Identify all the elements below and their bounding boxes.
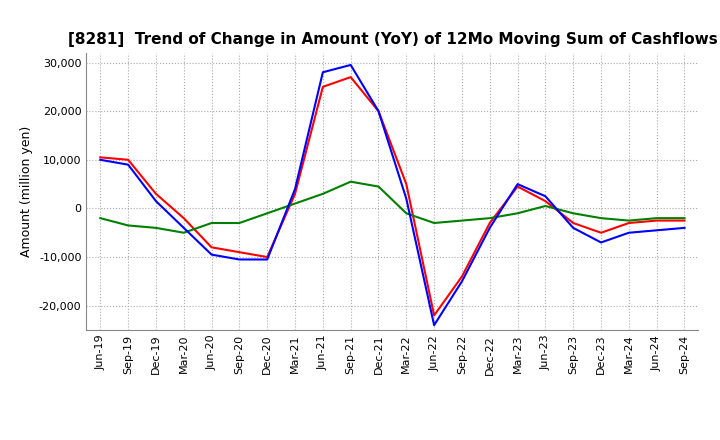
Free Cashflow xyxy=(207,252,216,257)
Operating Cashflow xyxy=(152,191,161,197)
Line: Investing Cashflow: Investing Cashflow xyxy=(100,182,685,233)
Investing Cashflow xyxy=(318,191,327,197)
Operating Cashflow xyxy=(235,249,243,255)
Operating Cashflow xyxy=(207,245,216,250)
Investing Cashflow xyxy=(541,203,550,209)
Investing Cashflow xyxy=(235,220,243,226)
Operating Cashflow xyxy=(374,109,383,114)
Free Cashflow xyxy=(541,194,550,199)
Operating Cashflow xyxy=(680,218,689,223)
Investing Cashflow xyxy=(485,216,494,221)
Investing Cashflow xyxy=(652,216,661,221)
Operating Cashflow xyxy=(458,274,467,279)
Free Cashflow xyxy=(680,225,689,231)
Free Cashflow xyxy=(152,198,161,204)
Free Cashflow xyxy=(597,240,606,245)
Free Cashflow xyxy=(513,181,522,187)
Free Cashflow xyxy=(291,186,300,191)
Operating Cashflow xyxy=(624,220,633,226)
Free Cashflow xyxy=(402,196,410,202)
Investing Cashflow xyxy=(402,211,410,216)
Operating Cashflow xyxy=(430,313,438,318)
Free Cashflow xyxy=(374,109,383,114)
Operating Cashflow xyxy=(485,220,494,226)
Free Cashflow xyxy=(96,157,104,162)
Title: [8281]  Trend of Change in Amount (YoY) of 12Mo Moving Sum of Cashflows: [8281] Trend of Change in Amount (YoY) o… xyxy=(68,33,717,48)
Free Cashflow xyxy=(124,162,132,167)
Free Cashflow xyxy=(430,323,438,328)
Investing Cashflow xyxy=(374,184,383,189)
Investing Cashflow xyxy=(291,201,300,206)
Free Cashflow xyxy=(458,279,467,284)
Free Cashflow xyxy=(318,70,327,75)
Line: Operating Cashflow: Operating Cashflow xyxy=(100,77,685,315)
Line: Free Cashflow: Free Cashflow xyxy=(100,65,685,325)
Investing Cashflow xyxy=(430,220,438,226)
Operating Cashflow xyxy=(179,216,188,221)
Investing Cashflow xyxy=(346,179,355,184)
Free Cashflow xyxy=(179,225,188,231)
Free Cashflow xyxy=(652,227,661,233)
Operating Cashflow xyxy=(291,191,300,197)
Free Cashflow xyxy=(263,257,271,262)
Operating Cashflow xyxy=(263,254,271,260)
Free Cashflow xyxy=(235,257,243,262)
Y-axis label: Amount (million yen): Amount (million yen) xyxy=(20,126,33,257)
Investing Cashflow xyxy=(179,230,188,235)
Operating Cashflow xyxy=(318,84,327,89)
Operating Cashflow xyxy=(96,155,104,160)
Operating Cashflow xyxy=(513,184,522,189)
Investing Cashflow xyxy=(513,211,522,216)
Free Cashflow xyxy=(346,62,355,68)
Investing Cashflow xyxy=(569,211,577,216)
Investing Cashflow xyxy=(597,216,606,221)
Free Cashflow xyxy=(569,225,577,231)
Investing Cashflow xyxy=(458,218,467,223)
Investing Cashflow xyxy=(680,216,689,221)
Investing Cashflow xyxy=(152,225,161,231)
Investing Cashflow xyxy=(124,223,132,228)
Free Cashflow xyxy=(624,230,633,235)
Operating Cashflow xyxy=(124,157,132,162)
Operating Cashflow xyxy=(346,74,355,80)
Operating Cashflow xyxy=(569,220,577,226)
Operating Cashflow xyxy=(541,198,550,204)
Investing Cashflow xyxy=(96,216,104,221)
Operating Cashflow xyxy=(652,218,661,223)
Operating Cashflow xyxy=(402,181,410,187)
Investing Cashflow xyxy=(263,211,271,216)
Free Cashflow xyxy=(485,225,494,231)
Operating Cashflow xyxy=(597,230,606,235)
Investing Cashflow xyxy=(624,218,633,223)
Investing Cashflow xyxy=(207,220,216,226)
